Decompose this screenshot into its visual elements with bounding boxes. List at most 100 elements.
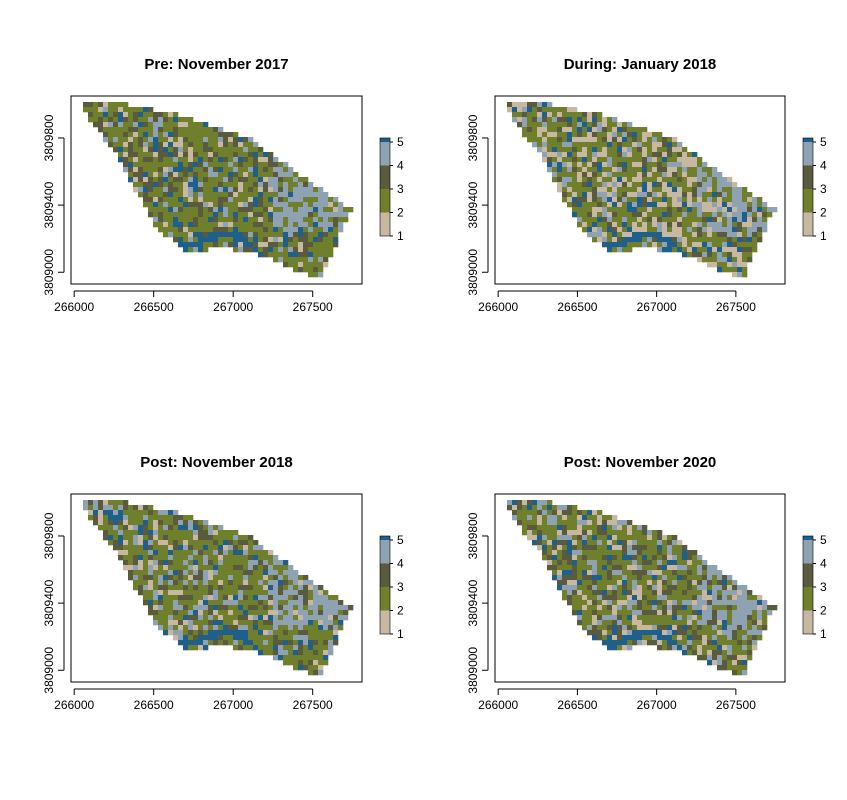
raster-cell [293, 595, 299, 601]
raster-cell [298, 585, 304, 591]
raster-cell [707, 580, 713, 586]
raster-cell [752, 227, 758, 233]
raster-cell [233, 585, 239, 591]
raster-cells [507, 102, 778, 278]
raster-cell [622, 645, 628, 651]
raster-cell [108, 500, 114, 506]
raster-cell [627, 645, 633, 651]
raster-cell [228, 177, 234, 183]
raster-cell [662, 187, 668, 193]
raster-cell [602, 202, 608, 208]
raster-cell [702, 590, 708, 596]
raster-cell [602, 222, 608, 228]
raster-cell [662, 167, 668, 173]
raster-cell [642, 630, 648, 636]
raster-cell [642, 192, 648, 198]
raster-cell [702, 575, 708, 581]
raster-cell [198, 615, 204, 621]
raster-cell [622, 595, 628, 601]
raster-cell [722, 625, 728, 631]
raster-cell [732, 585, 738, 591]
raster-cell [537, 147, 543, 153]
raster-cell [552, 147, 558, 153]
raster-cell [258, 575, 264, 581]
raster-cell [228, 560, 234, 566]
raster-cell [283, 595, 289, 601]
raster-cell [273, 630, 279, 636]
raster-cell [712, 600, 718, 606]
raster-cell [627, 585, 633, 591]
legend-band [380, 165, 390, 189]
raster-cell [607, 137, 613, 143]
raster-cell [208, 227, 214, 233]
raster-cell [527, 127, 533, 133]
raster-cell [722, 635, 728, 641]
raster-cell [627, 217, 633, 223]
raster-cell [183, 207, 189, 213]
raster-cell [138, 540, 144, 546]
raster-cell [138, 152, 144, 158]
raster-cell [298, 665, 304, 671]
raster-cell [657, 545, 663, 551]
raster-cell [662, 575, 668, 581]
raster-cell [303, 625, 309, 631]
raster-cell [557, 525, 563, 531]
raster-cell [168, 197, 174, 203]
raster-cell [128, 550, 134, 556]
raster-cell [532, 500, 538, 506]
raster-cell [692, 550, 698, 556]
raster-cell [672, 640, 678, 646]
raster-cell [273, 212, 279, 218]
raster-cell [243, 242, 249, 248]
raster-cell [238, 610, 244, 616]
raster-cell [662, 242, 668, 248]
raster-cell [323, 640, 329, 646]
raster-cell [512, 102, 518, 108]
raster-cell [123, 132, 129, 138]
raster-cell [667, 595, 673, 601]
raster-cell [163, 565, 169, 571]
raster-cell [657, 640, 663, 646]
raster-cell [313, 267, 319, 273]
raster-cell [208, 550, 214, 556]
raster-cell [772, 605, 778, 611]
raster-cell [552, 107, 558, 113]
raster-cell [522, 510, 528, 516]
raster-cell [527, 525, 533, 531]
raster-cell [198, 555, 204, 561]
raster-cell [762, 625, 768, 631]
raster-cell [667, 550, 673, 556]
raster-cell [637, 600, 643, 606]
raster-cell [622, 520, 628, 526]
raster-cell [193, 187, 199, 193]
raster-cell [537, 525, 543, 531]
raster-cell [692, 247, 698, 253]
raster-cell [552, 137, 558, 143]
raster-cell [343, 207, 349, 213]
raster-cell [268, 162, 274, 168]
raster-cell [597, 575, 603, 581]
raster-cell [687, 192, 693, 198]
raster-cell [547, 167, 553, 173]
raster-cell [308, 242, 314, 248]
raster-cell [622, 237, 628, 243]
raster-cell [148, 570, 154, 576]
raster-cell [597, 227, 603, 233]
raster-cell [193, 177, 199, 183]
raster-cell [138, 505, 144, 511]
raster-cell [128, 122, 134, 128]
raster-cell [612, 525, 618, 531]
raster-cell [203, 242, 209, 248]
legend-border [802, 137, 814, 237]
raster-cell [667, 147, 673, 153]
raster-cell [298, 192, 304, 198]
raster-cell [188, 247, 194, 253]
raster-cell [178, 635, 184, 641]
raster-cell [572, 122, 578, 128]
raster-cell [128, 117, 134, 123]
raster-cell [587, 590, 593, 596]
raster-cell [577, 615, 583, 621]
raster-cell [597, 117, 603, 123]
raster-cell [318, 670, 324, 676]
